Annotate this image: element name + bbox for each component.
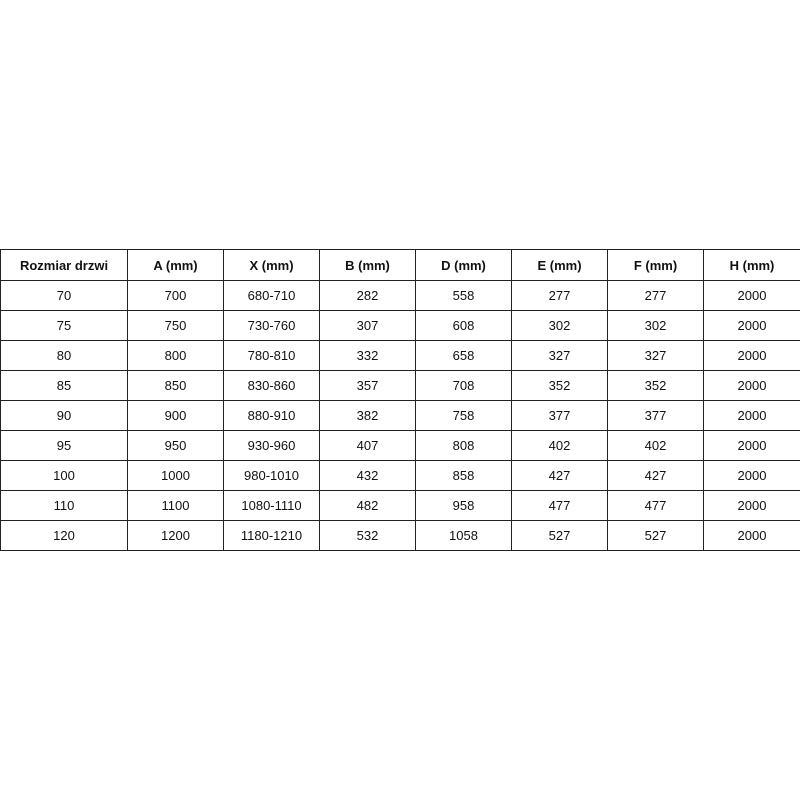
table-cell: 427 [607,460,704,491]
table-cell: 858 [415,460,512,491]
header-row: Rozmiar drzwi A (mm) X (mm) B (mm) D (mm) E (… [0,249,800,281]
table-cell: 758 [415,400,512,431]
table-cell: 700 [127,280,224,311]
table-row: 85 850 830-860 357 708 352 352 2000 [0,370,800,401]
column-header: Rozmiar drzwi [0,249,128,281]
table-cell: 1080-1110 [223,490,320,521]
table-cell: 352 [511,370,608,401]
table-cell: 780-810 [223,340,320,371]
table-cell: 110 [0,490,128,521]
table-cell: 85 [0,370,128,401]
table-row: 95 950 930-960 407 808 402 402 2000 [0,430,800,461]
table-row: 120 1200 1180-1210 532 1058 527 527 2000 [0,520,800,551]
table-cell: 980-1010 [223,460,320,491]
table-row: 90 900 880-910 382 758 377 377 2000 [0,400,800,431]
table-cell: 880-910 [223,400,320,431]
table-cell: 282 [319,280,416,311]
table-cell: 407 [319,430,416,461]
table-cell: 75 [0,310,128,341]
table-cell: 402 [511,430,608,461]
table-cell: 830-860 [223,370,320,401]
table-cell: 900 [127,400,224,431]
table-cell: 327 [511,340,608,371]
table-cell: 100 [0,460,128,491]
table-cell: 808 [415,430,512,461]
table-cell: 332 [319,340,416,371]
table-cell: 477 [511,490,608,521]
table-cell: 307 [319,310,416,341]
table-cell: 1200 [127,520,224,551]
table-cell: 2000 [703,370,800,401]
table-cell: 608 [415,310,512,341]
table-row: 75 750 730-760 307 608 302 302 2000 [0,310,800,341]
table-cell: 357 [319,370,416,401]
column-header: E (mm) [511,249,608,281]
column-header: X (mm) [223,249,320,281]
table-cell: 382 [319,400,416,431]
table-cell: 377 [607,400,704,431]
table-cell: 482 [319,490,416,521]
dimensions-table: Rozmiar drzwi A (mm) X (mm) B (mm) D (mm) E (… [0,249,800,551]
table-cell: 2000 [703,520,800,551]
table-cell: 377 [511,400,608,431]
table-cell: 277 [511,280,608,311]
column-header: B (mm) [319,249,416,281]
table-cell: 2000 [703,280,800,311]
table-cell: 658 [415,340,512,371]
table-cell: 2000 [703,340,800,371]
table-cell: 477 [607,490,704,521]
table-cell: 958 [415,490,512,521]
table-cell: 432 [319,460,416,491]
table-cell: 90 [0,400,128,431]
table-cell: 427 [511,460,608,491]
table-cell: 277 [607,280,704,311]
table-cell: 527 [511,520,608,551]
table-cell: 680-710 [223,280,320,311]
table-cell: 2000 [703,310,800,341]
table-cell: 730-760 [223,310,320,341]
table-cell: 1000 [127,460,224,491]
table-cell: 2000 [703,430,800,461]
table-cell: 1100 [127,490,224,521]
table-row: 80 800 780-810 332 658 327 327 2000 [0,340,800,371]
table-cell: 95 [0,430,128,461]
table-cell: 352 [607,370,704,401]
table-cell: 2000 [703,460,800,491]
column-header: H (mm) [703,249,800,281]
table-cell: 558 [415,280,512,311]
table-cell: 1058 [415,520,512,551]
table-row: 100 1000 980-1010 432 858 427 427 2000 [0,460,800,491]
table-cell: 708 [415,370,512,401]
table-cell: 302 [607,310,704,341]
table-row: 110 1100 1080-1110 482 958 477 477 2000 [0,490,800,521]
table-row: 70 700 680-710 282 558 277 277 2000 [0,280,800,311]
table-cell: 930-960 [223,430,320,461]
table-cell: 1180-1210 [223,520,320,551]
column-header: A (mm) [127,249,224,281]
table-cell: 527 [607,520,704,551]
table-cell: 800 [127,340,224,371]
table-cell: 70 [0,280,128,311]
column-header: F (mm) [607,249,704,281]
table-cell: 302 [511,310,608,341]
table-cell: 532 [319,520,416,551]
table-cell: 80 [0,340,128,371]
table-cell: 402 [607,430,704,461]
table-cell: 750 [127,310,224,341]
table-cell: 120 [0,520,128,551]
table-cell: 2000 [703,490,800,521]
table-cell: 327 [607,340,704,371]
table-cell: 850 [127,370,224,401]
column-header: D (mm) [415,249,512,281]
table-cell: 950 [127,430,224,461]
table-cell: 2000 [703,400,800,431]
